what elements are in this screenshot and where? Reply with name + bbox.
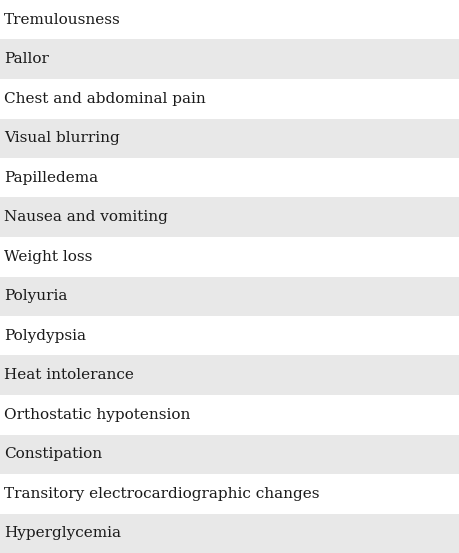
Bar — [0, 316, 459, 356]
Bar — [0, 0, 459, 39]
Bar — [0, 474, 459, 514]
Text: Pallor: Pallor — [4, 52, 49, 66]
Text: Constipation: Constipation — [4, 447, 102, 461]
Text: Hyperglycemia: Hyperglycemia — [4, 526, 121, 540]
Bar — [0, 79, 459, 118]
Text: Visual blurring: Visual blurring — [4, 131, 119, 145]
Bar — [0, 276, 459, 316]
Text: Polyuria: Polyuria — [4, 289, 67, 303]
Bar — [0, 118, 459, 158]
Text: Orthostatic hypotension: Orthostatic hypotension — [4, 408, 190, 422]
Text: Nausea and vomiting: Nausea and vomiting — [4, 210, 168, 225]
Bar — [0, 356, 459, 395]
Text: Transitory electrocardiographic changes: Transitory electrocardiographic changes — [4, 487, 319, 501]
Text: Tremulousness: Tremulousness — [4, 13, 120, 27]
Bar — [0, 39, 459, 79]
Text: Weight loss: Weight loss — [4, 250, 92, 264]
Bar — [0, 197, 459, 237]
Text: Papilledema: Papilledema — [4, 171, 98, 185]
Bar — [0, 435, 459, 474]
Text: Chest and abdominal pain: Chest and abdominal pain — [4, 92, 206, 106]
Text: Polydypsia: Polydypsia — [4, 328, 86, 343]
Text: Heat intolerance: Heat intolerance — [4, 368, 134, 382]
Bar — [0, 158, 459, 197]
Bar — [0, 237, 459, 276]
Bar — [0, 395, 459, 435]
Bar — [0, 514, 459, 553]
